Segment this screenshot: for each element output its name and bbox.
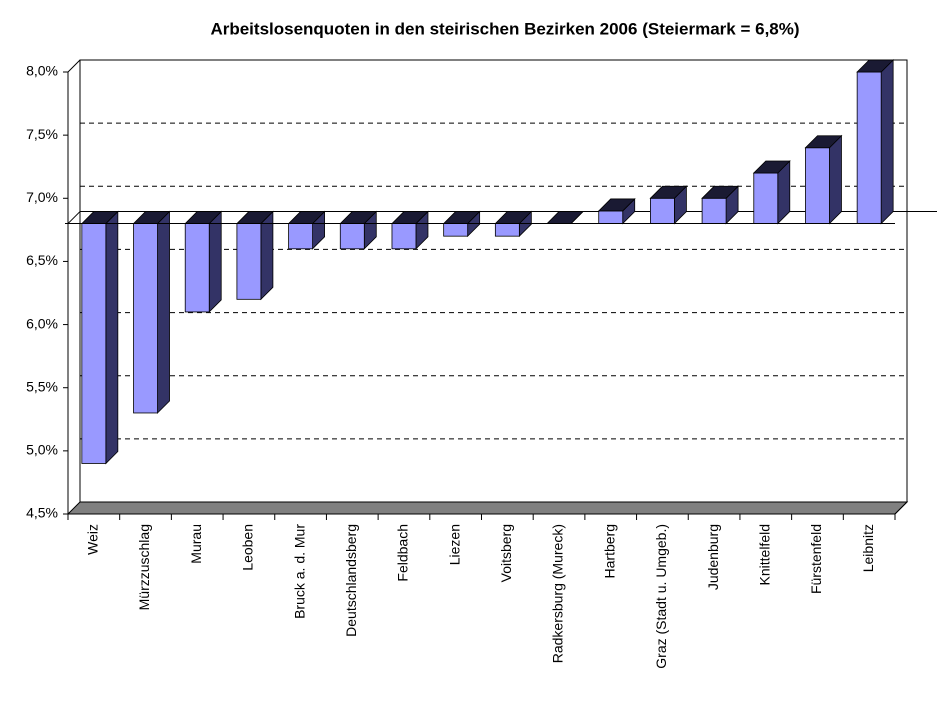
bar-front [753, 172, 779, 224]
x-tick-label: Murau [188, 524, 204, 564]
bar-front [184, 223, 210, 313]
bar-side [208, 210, 222, 313]
x-tick-label: Leibnitz [860, 524, 876, 572]
x-tick-label: Bruck a. d. Mur [291, 524, 307, 619]
x-tick-label: Liezen [446, 524, 462, 565]
bar-front [650, 197, 675, 224]
bar [391, 210, 429, 250]
bar-top [804, 135, 843, 149]
bar-front [443, 223, 469, 237]
bar [856, 59, 895, 225]
x-tick-label: Mürzzuschlag [136, 524, 152, 610]
bar-front [701, 197, 727, 224]
bar-top [752, 160, 791, 174]
bar [184, 210, 223, 313]
bar-side [829, 134, 842, 225]
x-tick-label: Fürstenfeld [808, 524, 824, 594]
bar [752, 160, 791, 225]
bar-front [391, 223, 417, 250]
bar-front [805, 147, 830, 224]
bar-front [236, 223, 262, 300]
bar-top [546, 211, 584, 224]
bar-side [105, 210, 119, 465]
baseline-side [67, 211, 81, 224]
x-tick-label: Radkersburg (Mureck) [550, 524, 566, 663]
y-tick-label: 8,0% [26, 63, 58, 79]
bar-top [649, 185, 688, 199]
bar-side [880, 59, 894, 225]
bar-front [81, 223, 107, 464]
bar [597, 197, 636, 225]
chart-title: Arbeitslosenquoten in den steirischen Be… [210, 19, 799, 38]
bar-top [597, 198, 636, 212]
bar-front [288, 223, 313, 250]
bar [546, 211, 584, 224]
y-tick-label: 6,0% [26, 315, 58, 331]
x-tick-label: Feldbach [395, 524, 411, 582]
y-tick-label: 4,5% [26, 505, 58, 521]
bar [804, 134, 843, 225]
bar-side [260, 210, 274, 301]
x-tick-label: Hartberg [601, 524, 617, 578]
x-tick-label: Weiz [85, 524, 101, 555]
bar-top [856, 59, 895, 73]
y-tick-label: 7,5% [26, 126, 58, 142]
bar-side [157, 210, 170, 414]
bar [235, 210, 274, 301]
floor [66, 501, 909, 515]
bar [80, 210, 119, 465]
bar [339, 210, 378, 250]
bar-front [856, 71, 882, 224]
y-tick-label: 5,5% [26, 378, 58, 394]
bar [649, 185, 688, 225]
x-tick-label: Leoben [240, 524, 256, 571]
floor-edge [894, 501, 908, 515]
side-edge [67, 59, 81, 73]
bar [701, 185, 740, 225]
bar-front [598, 210, 624, 224]
bar [494, 210, 533, 238]
y-tick-label: 7,0% [26, 189, 58, 205]
x-tick-label: Voitsberg [498, 524, 514, 582]
y-tick-label: 5,0% [26, 442, 58, 458]
bar [132, 210, 171, 414]
bar [287, 210, 326, 250]
bar-front [339, 223, 365, 250]
bar-top [701, 185, 740, 199]
bar-front [133, 223, 158, 414]
x-tick-label: Knittelfeld [756, 524, 772, 585]
x-tick-label: Graz (Stadt u. Umgeb.) [653, 524, 669, 669]
x-tick-label: Judenburg [705, 524, 721, 590]
bar-front [494, 223, 520, 237]
x-tick-label: Deutschlandsberg [343, 524, 359, 637]
y-tick-label: 6,5% [26, 252, 58, 268]
